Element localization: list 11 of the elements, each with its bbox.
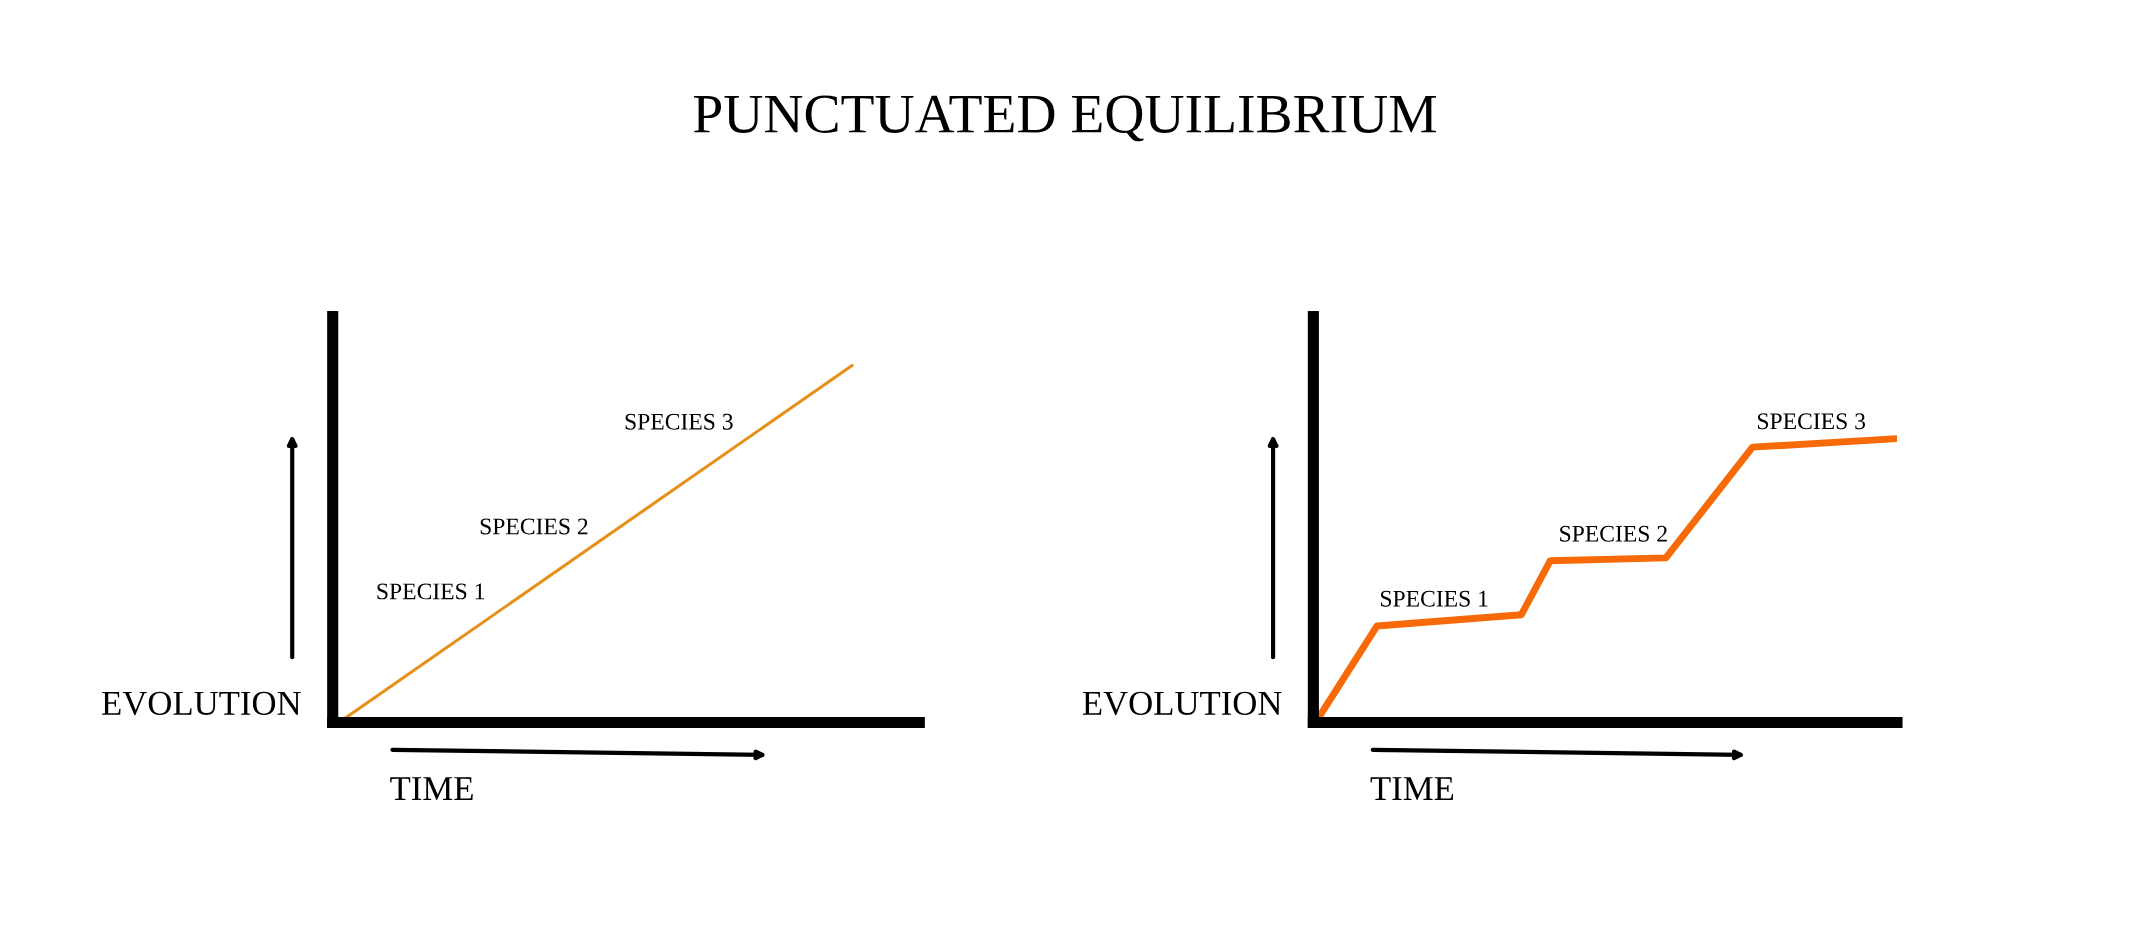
x-axis-title: TIME — [390, 777, 473, 800]
text: SPECIES 3 — [1757, 413, 1866, 430]
annotation: SPECIES 2 — [1560, 525, 1667, 542]
annotation: SPECIES 1 — [377, 583, 485, 600]
chart-title: PUNCTUATED EQUILIBRIUM — [693, 95, 1437, 142]
annotation: SPECIES 3 — [625, 413, 733, 430]
y-axis-title: EVOLUTION — [1082, 691, 1282, 716]
annotation: SPECIES 2 — [480, 518, 588, 535]
annotation: SPECIES 1 — [1380, 590, 1488, 607]
x-axis-title: TIME — [1370, 777, 1454, 800]
y-axis-title: EVOLUTION — [102, 691, 301, 716]
